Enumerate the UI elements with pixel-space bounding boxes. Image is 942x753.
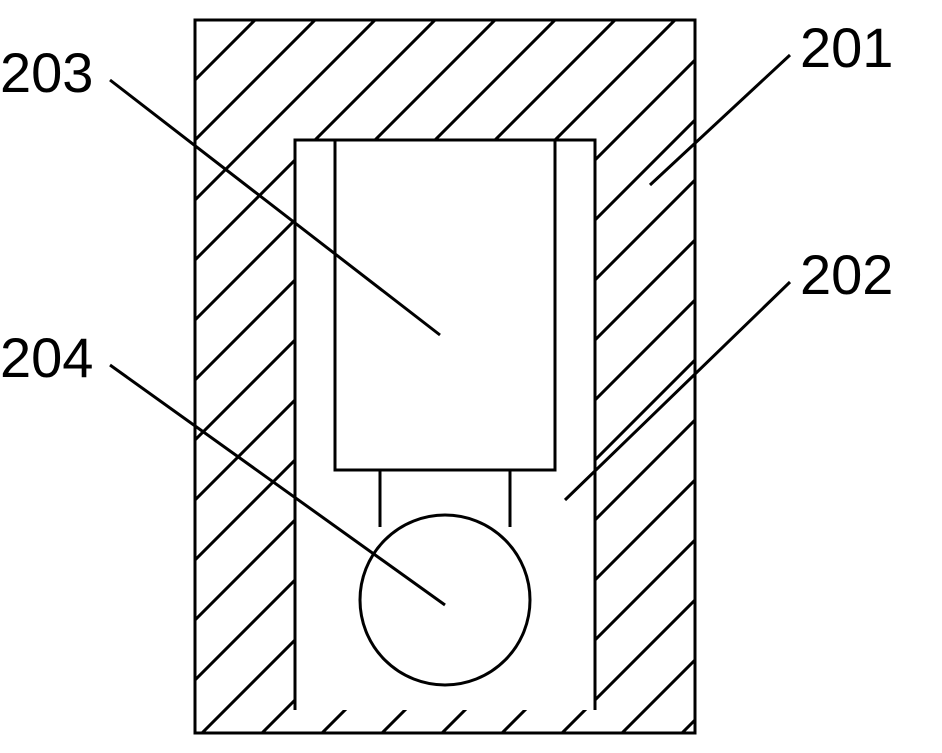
- label-204: 204: [0, 325, 93, 390]
- diagram-svg: [0, 0, 942, 753]
- diagram-container: 201 202 203 204: [0, 0, 942, 753]
- inner-block: [335, 140, 555, 470]
- roller-circle: [360, 515, 530, 685]
- label-202: 202: [800, 242, 893, 307]
- label-201: 201: [800, 15, 893, 80]
- leader-202: [565, 282, 790, 500]
- leader-201: [650, 55, 790, 185]
- label-203: 203: [0, 40, 93, 105]
